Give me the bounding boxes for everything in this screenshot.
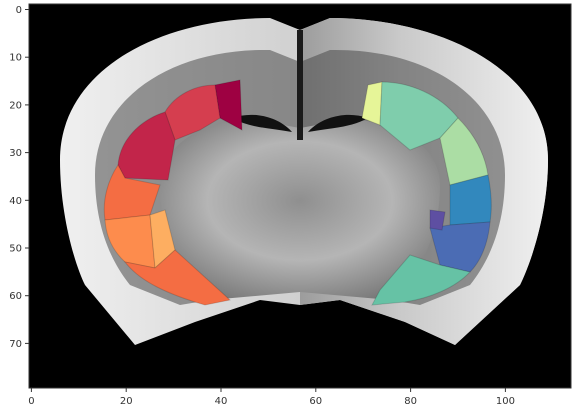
right-region-6 [430, 210, 445, 230]
y-tick-label: 0 [16, 5, 22, 16]
x-tick-label: 80 [404, 396, 417, 407]
x-axis: 0 20 40 60 80 100 [28, 388, 515, 407]
y-tick-label: 10 [9, 53, 22, 64]
x-tick-label: 100 [496, 396, 515, 407]
y-axis: 0 10 20 30 40 50 60 70 [9, 5, 29, 350]
x-tick-label: 0 [28, 396, 34, 407]
brain-image [29, 4, 571, 388]
y-tick-label: 60 [9, 291, 22, 302]
x-tick-label: 20 [120, 396, 133, 407]
y-tick-label: 20 [9, 100, 22, 111]
y-tick-label: 70 [9, 339, 22, 350]
y-tick-label: 40 [9, 196, 22, 207]
x-tick-label: 60 [309, 396, 322, 407]
x-tick-label: 40 [215, 396, 228, 407]
y-tick-label: 50 [9, 244, 22, 255]
y-tick-label: 30 [9, 148, 22, 159]
